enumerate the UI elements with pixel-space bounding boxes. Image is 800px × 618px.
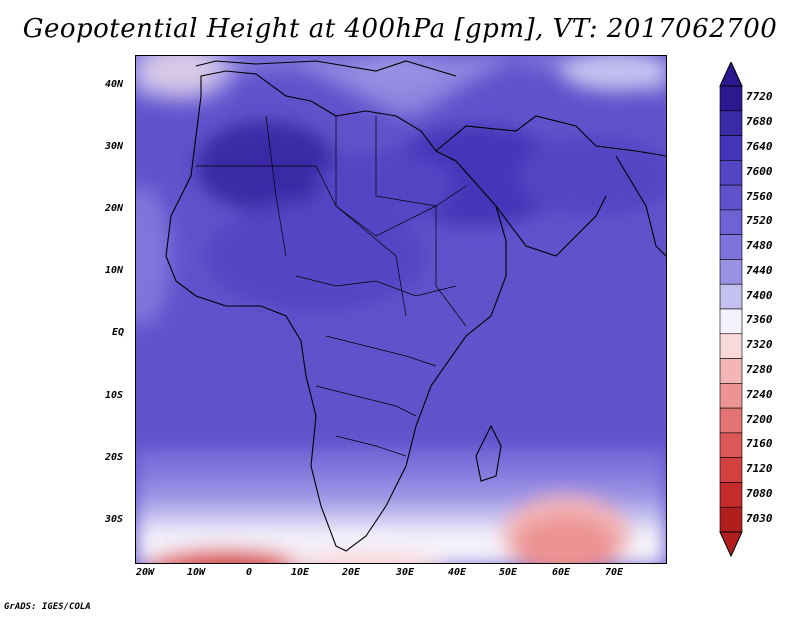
lat-label-10n: 10N — [105, 265, 124, 276]
colorbar-label: 7320 — [746, 338, 773, 352]
lat-label-20s: 20S — [105, 452, 124, 463]
colorbar-segment — [719, 383, 743, 409]
colorbar-top-arrow — [719, 62, 743, 87]
lat-label-eq: EQ — [112, 327, 125, 338]
lon-label-10w: 10W — [187, 567, 206, 578]
colorbar-label: 7480 — [746, 239, 773, 253]
colorbar-label: 7560 — [746, 189, 773, 203]
lat-label-10s: 10S — [105, 390, 124, 401]
plot-title: Geopotential Height at 400hPa [gpm], VT:… — [22, 14, 778, 44]
colorbar-segment — [719, 457, 743, 483]
colorbar — [719, 62, 743, 558]
arabia-coastline — [495, 195, 607, 257]
lat-label-30n: 30N — [105, 141, 124, 152]
europe-coastline — [195, 60, 457, 77]
footer-credit: GrADS: IGES/COLA — [4, 602, 91, 612]
colorbar-segment — [719, 234, 743, 260]
colorbar-label: 7520 — [746, 214, 773, 228]
colorbar-label: 7400 — [746, 288, 773, 302]
colorbar-label: 7080 — [746, 486, 773, 500]
middle-east-coastline — [435, 115, 666, 157]
lon-label-50e: 50E — [499, 567, 518, 578]
colorbar-label: 7640 — [746, 139, 773, 153]
lon-label-0: 0 — [246, 567, 253, 578]
lon-label-10e: 10E — [291, 567, 310, 578]
colorbar-segment — [719, 407, 743, 434]
colorbar-label: 7120 — [746, 462, 773, 476]
colorbar-label: 7030 — [746, 511, 773, 525]
lat-label-20n: 20N — [105, 203, 124, 214]
lat-label-30s: 30S — [105, 514, 124, 525]
colorbar-segment — [719, 333, 743, 359]
lat-label-40n: 40N — [105, 79, 124, 90]
map-plot-area — [135, 55, 667, 564]
lon-label-20w: 20W — [136, 567, 155, 578]
colorbar-segment — [719, 506, 743, 533]
colorbar-segment — [719, 482, 743, 508]
colorbar-segment — [719, 160, 743, 186]
colorbar-segment — [719, 308, 743, 335]
colorbar-segment — [719, 358, 743, 384]
colorbar-bottom-arrow — [719, 531, 743, 558]
madagascar-coastline — [475, 424, 502, 482]
india-coastline — [615, 155, 666, 257]
colorbar-segment — [719, 209, 743, 235]
africa-coastline — [165, 70, 507, 552]
lon-label-60e: 60E — [552, 567, 571, 578]
colorbar-label: 7720 — [746, 90, 773, 104]
colorbar-label: 7160 — [746, 437, 773, 451]
colorbar-label: 7600 — [746, 164, 773, 178]
colorbar-segment — [719, 110, 743, 136]
colorbar-label: 7240 — [746, 387, 773, 401]
colorbar-label: 7200 — [746, 412, 773, 426]
colorbar-segment — [719, 135, 743, 161]
field-shading — [136, 56, 666, 563]
coastlines — [165, 60, 666, 552]
colorbar-label: 7360 — [746, 313, 773, 327]
geopotential-field-map — [136, 56, 666, 563]
lon-label-30e: 30E — [396, 567, 415, 578]
colorbar-label: 7440 — [746, 263, 773, 277]
lon-label-70e: 70E — [605, 567, 624, 578]
lon-label-40e: 40E — [448, 567, 467, 578]
lon-label-20e: 20E — [342, 567, 361, 578]
colorbar-segment — [719, 432, 743, 458]
colorbar-segment — [719, 283, 743, 310]
colorbar-segment — [719, 85, 743, 112]
colorbar-label: 7280 — [746, 362, 773, 376]
colorbar-segment — [719, 259, 743, 285]
colorbar-segment — [719, 184, 743, 211]
colorbar-label: 7680 — [746, 115, 773, 129]
country-borders — [196, 115, 467, 457]
